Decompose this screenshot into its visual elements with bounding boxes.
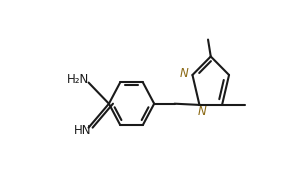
Text: N: N [180, 67, 189, 80]
Text: HN: HN [74, 124, 92, 137]
Text: H₂N: H₂N [67, 73, 89, 86]
Text: N: N [198, 105, 206, 118]
